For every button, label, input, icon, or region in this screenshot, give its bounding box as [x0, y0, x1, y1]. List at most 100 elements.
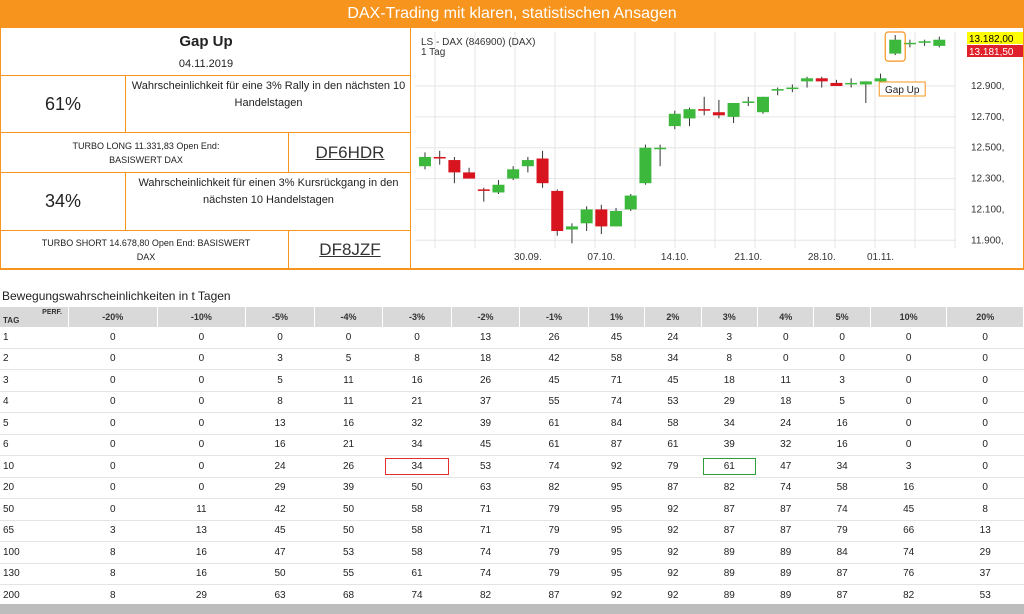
table-cell: 92 [644, 563, 702, 585]
table-cell: 82 [451, 584, 520, 607]
table-cell: 16 [382, 369, 452, 392]
candle-body [536, 158, 549, 184]
candle-body [639, 147, 652, 184]
candle-body [712, 112, 725, 116]
table-cell: 68 [314, 584, 383, 607]
table-cell: 79 [519, 563, 589, 585]
table-cell: 74 [588, 391, 645, 413]
signal-panel: Gap Up 04.11.2019 61% Wahrscheinlichkeit… [0, 27, 411, 270]
table-cell: 0 [157, 369, 246, 392]
table-header-row: PERF. TAG -20% -10% -5% -4% -3% -2% -1% 1% 2% 3% 4… [0, 307, 1024, 327]
table-cell: 89 [757, 541, 814, 564]
table-cell: 92 [644, 520, 702, 542]
table-cell: 89 [757, 563, 814, 585]
table-cell: 50 [314, 520, 383, 542]
table-cell: 87 [701, 498, 758, 521]
table-cell: 47 [757, 455, 814, 478]
table-cell: 92 [644, 541, 702, 564]
table-cell: 82 [701, 477, 758, 499]
candle-body [889, 39, 902, 54]
table-cell: 58 [382, 498, 452, 521]
table-cell: 95 [588, 541, 645, 564]
table-cell: 24 [644, 327, 702, 349]
turbo-short-cell: TURBO SHORT 14.678,80 Open End: BASISWER… [1, 231, 289, 269]
table-cell: 16 [157, 563, 246, 585]
turbo-short-isin-link[interactable]: DF8JZF [319, 240, 381, 259]
signal-date: 04.11.2019 [178, 58, 234, 70]
table-cell: 16 [813, 434, 871, 456]
candle-body [668, 113, 681, 127]
table-cell: 16 [314, 412, 383, 435]
price-tag-label: 13.181,50 [969, 47, 1014, 58]
column-header: -10% [157, 307, 247, 327]
candle-body [521, 160, 534, 167]
candle-body [771, 89, 784, 91]
turbo-long-isin-link[interactable]: DF6HDR [315, 143, 385, 162]
candle-body [492, 184, 505, 193]
column-header: -20% [68, 307, 158, 327]
table-cell: 79 [519, 498, 589, 521]
table-cell: 58 [588, 348, 645, 370]
table-cell: 74 [813, 498, 871, 521]
candle-body [756, 96, 769, 113]
candle-body [507, 169, 520, 179]
row-days: 10 [0, 455, 69, 478]
table-cell: 29 [157, 584, 246, 607]
candle-body [742, 101, 755, 103]
table-cell: 95 [588, 477, 645, 499]
table-cell: 0 [870, 327, 947, 349]
table-cell: 0 [157, 477, 246, 499]
y-tick-label: 12.900, [971, 81, 1004, 92]
scrollbar[interactable] [0, 604, 1024, 614]
column-header: -5% [245, 307, 315, 327]
table-cell: 26 [519, 327, 589, 349]
table-cell: 0 [157, 412, 246, 435]
table-cell: 39 [451, 412, 520, 435]
row-days: 65 [0, 520, 69, 542]
table-cell: 58 [382, 520, 452, 542]
table-cell: 82 [519, 477, 589, 499]
x-tick-label: 30.09. [514, 252, 542, 263]
candle-body [918, 41, 931, 43]
table-cell: 58 [644, 412, 702, 435]
table-cell: 82 [870, 584, 947, 607]
table-cell: 34 [813, 455, 871, 478]
y-tick-label: 12.500, [971, 143, 1004, 154]
table-cell: 76 [870, 563, 947, 585]
table-cell: 0 [813, 327, 871, 349]
table-cell: 5 [813, 391, 871, 413]
table-cell: 18 [701, 369, 758, 392]
table-cell: 45 [588, 327, 645, 349]
table-cell: 0 [68, 348, 158, 370]
table-cell: 61 [701, 455, 758, 478]
row-days: 50 [0, 498, 69, 521]
table-cell: 79 [644, 455, 702, 478]
row-days: 100 [0, 541, 69, 564]
turbo-long-isin-cell: DF6HDR [289, 133, 411, 173]
long-description: Wahrscheinlichkeit für eine 3% Rally in … [131, 80, 406, 109]
table-cell: 37 [946, 563, 1024, 585]
table-cell: 0 [946, 327, 1024, 349]
table-cell: 37 [451, 391, 520, 413]
candle-body [463, 172, 476, 179]
table-row: 6 0 0 16 21 34 45 61 87 61 39 32 16 0 0 [0, 434, 1024, 456]
signal-title: Gap Up [179, 33, 233, 50]
table-cell: 24 [757, 412, 814, 435]
table-cell: 26 [314, 455, 383, 478]
table-cell: 0 [157, 434, 246, 456]
column-header: -2% [451, 307, 521, 327]
table-cell: 66 [870, 520, 947, 542]
price-tag-label: 13.182,00 [969, 34, 1014, 45]
table-cell: 39 [314, 477, 383, 499]
candle-body [419, 156, 431, 167]
table-cell: 84 [588, 412, 645, 435]
table-cell: 89 [701, 541, 758, 564]
table-cell: 71 [451, 520, 520, 542]
table-cell: 21 [382, 391, 452, 413]
table-cell: 16 [157, 541, 246, 564]
table-cell: 0 [946, 369, 1024, 392]
table-row: 20 0 0 29 39 50 63 82 95 87 82 74 58 16 0 [0, 477, 1024, 499]
table-cell: 55 [314, 563, 383, 585]
corner-tag-label: TAG [3, 316, 20, 325]
table-cell: 3 [68, 520, 158, 542]
